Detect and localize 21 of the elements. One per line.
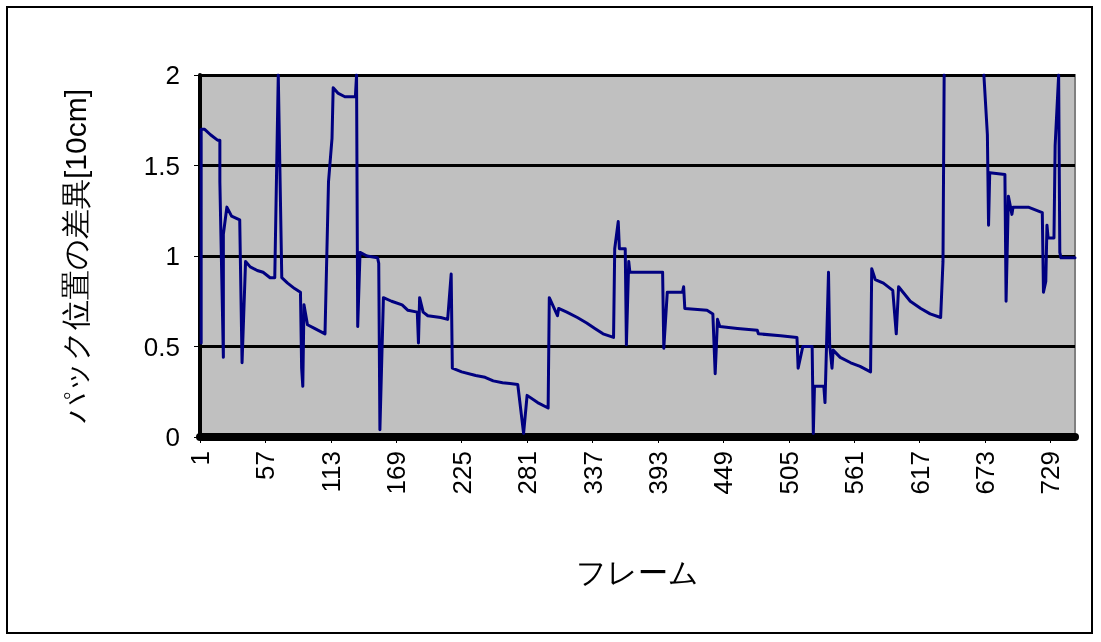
x-tick-label: 113 [315,451,346,493]
y-tick-label: 2 [165,60,180,90]
x-tick-label: 57 [250,451,281,480]
y-tick-label: 1.5 [143,150,180,181]
x-tick-label: 1 [185,451,215,466]
x-tick-label: 673 [970,451,1001,495]
x-axis-title: フレーム [576,555,699,589]
x-tick-label: 337 [577,451,608,495]
y-tick-label: 0 [165,422,180,452]
x-tick-label: 281 [512,451,543,495]
y-axis-title: パック位置の差異[10cm] [58,88,92,425]
x-tick-label: 617 [904,451,935,495]
x-tick-label: 505 [773,451,804,495]
x-tick-label: 393 [642,451,673,495]
x-tick-label: 169 [381,451,412,495]
y-tick-label: 1 [165,241,180,271]
y-tick-label: 0.5 [143,331,180,362]
x-tick-label: 225 [446,451,477,495]
x-tick-label: 729 [1035,451,1066,495]
x-tick-label: 449 [708,451,739,495]
x-tick-label: 561 [839,451,870,495]
